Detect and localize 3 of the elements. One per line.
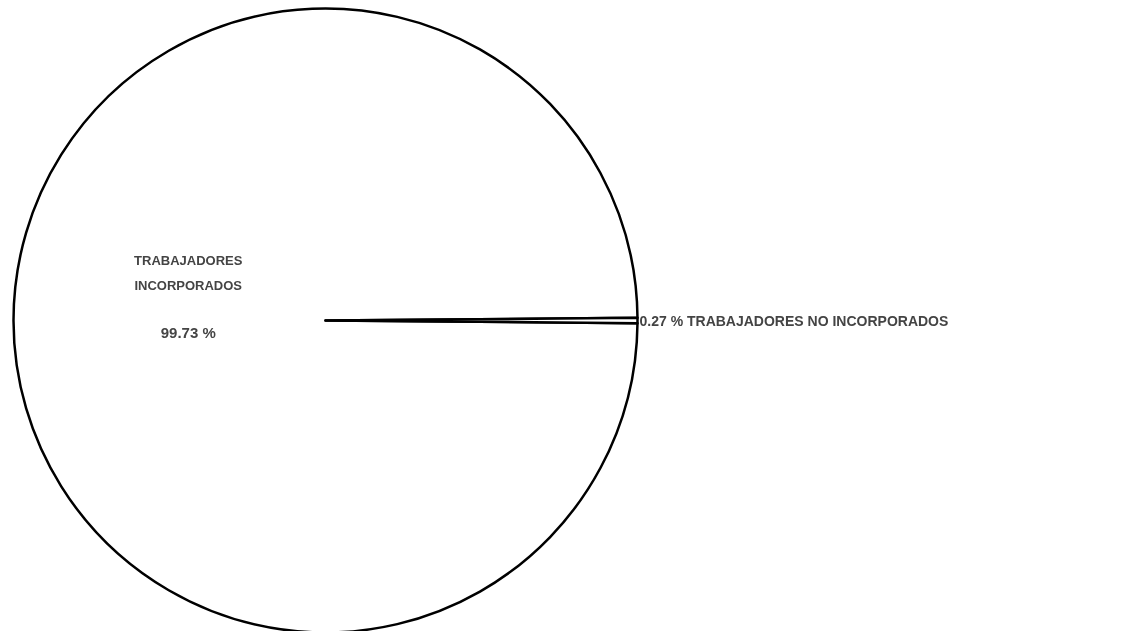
slice-label: TRABAJADORES INCORPORADOS [134,253,243,293]
data-label: 99.73 % [160,324,216,341]
slice-label: 0.27 % TRABAJADORES NO INCORPORADOS [639,312,949,329]
